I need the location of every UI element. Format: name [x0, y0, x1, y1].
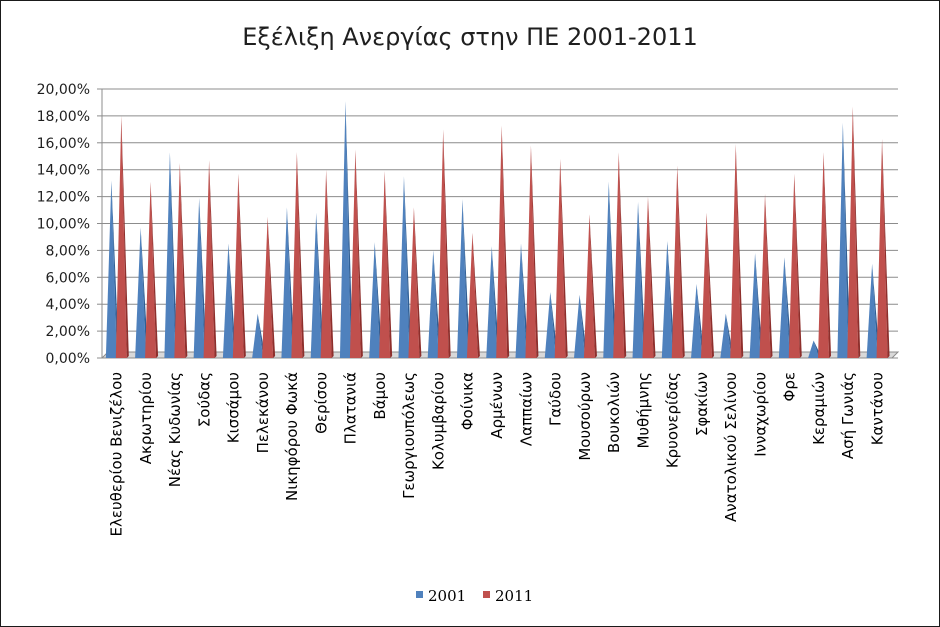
bar-2011-ανατολικού-σελίνου [730, 144, 744, 358]
x-tick-label: Κεραμιών [810, 372, 828, 445]
x-tick-label: Νέας Κυδωνίας [166, 372, 184, 487]
x-tick-label: Ελευθερίου Βενιζέλου [108, 372, 126, 537]
bar-2001-φοίνικα [456, 199, 470, 358]
bar-2011-πλατανιά [349, 149, 363, 358]
bar-2011-κολυμβαρίου [437, 129, 451, 358]
bar-2001-νέας-κυδωνίας [164, 152, 178, 358]
bar-2011-βάμου [379, 171, 393, 358]
y-tick-label: 10,00% [37, 217, 90, 233]
x-tick-label: Ανατολικού Σελίνου [722, 372, 740, 522]
legend-label-2011: 2011 [495, 587, 533, 605]
bar-2011-σούδας [203, 160, 217, 358]
bar-2011-κρυονερίδας [671, 165, 685, 358]
bar-2011-φοίνικα [466, 232, 480, 358]
x-tick-label: Κισσάμου [225, 372, 243, 443]
bar-2011-φρε [788, 173, 802, 358]
bar-2011-ινναχωρίου [759, 193, 773, 358]
x-tick-label: Νικηφόρου Φωκά [283, 372, 301, 501]
x-tick-label: Ασή Γωνιάς [839, 372, 857, 459]
x-tick-label: Γαύδου [547, 372, 565, 426]
y-tick-label: 14,00% [37, 163, 90, 179]
y-tick-label: 20,00% [37, 82, 90, 98]
bar-2011-νέας-κυδωνίας [174, 162, 188, 358]
x-tick-label: Γεωργιουπόλεως [400, 372, 418, 499]
chart-title: Εξέλιξη Ανεργίας στην ΠΕ 2001-2011 [242, 23, 698, 51]
y-tick-label: 12,00% [37, 190, 90, 206]
x-tick-label: Βουκολιών [605, 372, 623, 453]
y-tick-label: 16,00% [37, 136, 90, 152]
bar-2011-σφακίων [700, 212, 714, 358]
bar-2011-αρμένων [496, 125, 510, 358]
x-tick-label: Κολυμβαρίου [429, 372, 447, 470]
x-tick-label: Πλατανιά [342, 372, 360, 444]
bar-2011-κεραμιών [818, 152, 832, 358]
x-tick-label: Κρυονερίδας [664, 372, 682, 468]
bar-2011-γεωργιουπόλεως [408, 207, 422, 358]
x-tick-label: Λαππαίων [517, 372, 535, 446]
bar-2011-θερίσου [320, 169, 334, 358]
y-axis-tick-labels: 0,00% 2,00% 4,00% 6,00% 8,00% 10,00% 12,00% 14,… [37, 82, 90, 367]
bar-2011-ακρωτηρίου [145, 181, 159, 358]
bar-2011-κισσάμου [232, 173, 246, 358]
y-tick-label: 18,00% [37, 109, 90, 125]
x-tick-label: Φρε [781, 372, 799, 401]
y-tick-label: 4,00% [46, 297, 90, 313]
x-tick-label: Σούδας [195, 372, 213, 427]
bar-2011-καντάνου [876, 138, 890, 358]
bar-2011-πελεκάνου [262, 216, 276, 358]
bar-2011-ασή-γωνιάς [847, 106, 861, 358]
bars [105, 101, 890, 359]
bar-2011-βουκολιών [613, 152, 627, 358]
bar-2001-βουκολιών [603, 181, 617, 358]
y-tick-label: 6,00% [46, 270, 90, 286]
y-tick-label: 8,00% [46, 243, 90, 259]
x-tick-label: Ακρωτηρίου [137, 372, 155, 464]
x-tick-label: Σφακίων [693, 372, 711, 436]
x-tick-label: Βάμου [371, 372, 389, 420]
legend-label-2001: 2001 [428, 587, 466, 605]
x-tick-label: Μουσούρων [576, 372, 594, 461]
x-axis-tick-labels: Ελευθερίου Βενιζέλου Ακρωτηρίου Νέας Κυδων… [108, 372, 887, 537]
bar-2011-ελευθερίου-βενιζέλου [115, 115, 129, 359]
legend-swatch-2011 [483, 591, 490, 598]
bar-2001-πλατανιά [339, 101, 353, 358]
bar-2001-μυθήμνης [632, 201, 646, 358]
x-tick-label: Καντάνου [868, 372, 886, 445]
x-tick-label: Μυθήμνης [634, 372, 652, 449]
y-tick-label: 2,00% [46, 324, 90, 340]
bar-2011-νικηφόρου-φωκά [291, 152, 305, 358]
bar-2011-μουσούρων [583, 214, 597, 358]
legend-swatch-2001 [416, 591, 423, 598]
x-tick-label: Θερίσου [312, 372, 330, 434]
bar-2001-γεωργιουπόλεως [398, 176, 412, 358]
bar-2011-μυθήμνης [642, 196, 656, 358]
legend: 2001 2011 [416, 587, 533, 605]
bar-2001-ασή-γωνιάς [837, 122, 851, 358]
x-tick-label: Πελεκάνου [254, 372, 272, 453]
x-tick-label: Αρμένων [488, 372, 506, 439]
bar-2011-γαύδου [554, 158, 568, 358]
bar-2011-λαππαίων [525, 145, 539, 358]
x-tick-label: Ινναχωρίου [751, 372, 769, 457]
x-tick-label: Φοίνικα [459, 372, 477, 430]
y-tick-label: 0,00% [46, 351, 90, 367]
